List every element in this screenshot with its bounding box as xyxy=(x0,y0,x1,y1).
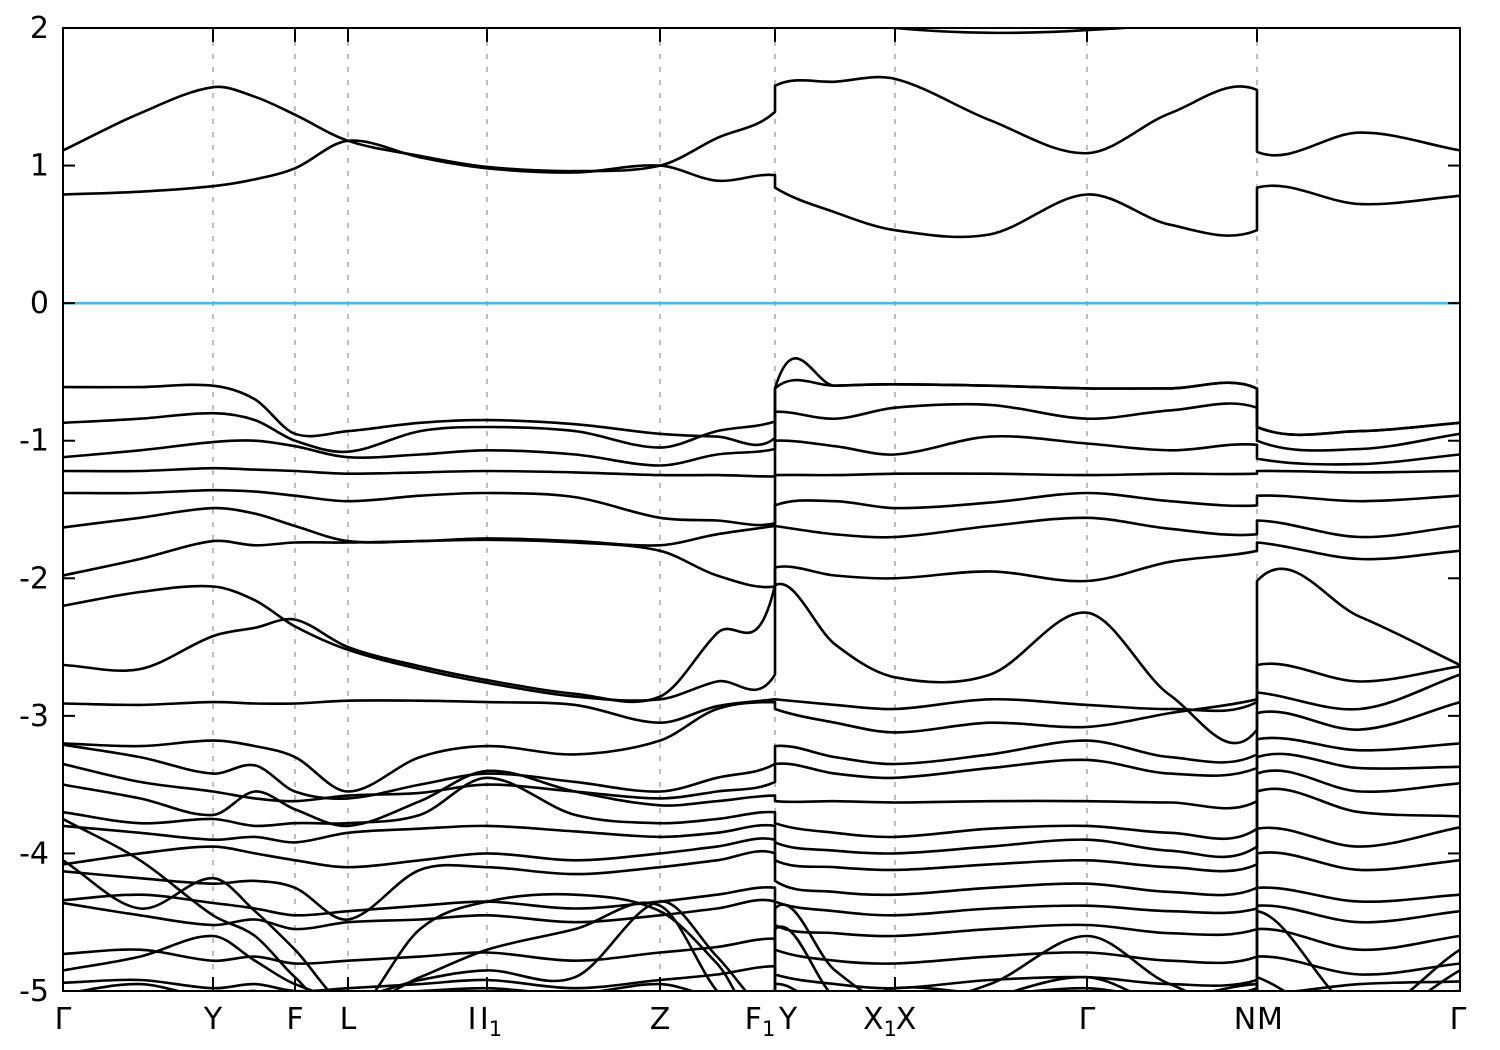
k-point-label: I xyxy=(468,1002,477,1037)
k-point-label: X xyxy=(896,1002,917,1037)
band-curve xyxy=(63,538,1460,589)
k-point-label: F xyxy=(286,1002,303,1037)
band-curve xyxy=(63,662,1460,725)
band-curve xyxy=(63,787,1460,859)
band-curve xyxy=(63,673,1460,793)
band-curve xyxy=(63,900,1460,991)
plot-border xyxy=(62,27,1461,992)
band-curve xyxy=(63,955,1460,991)
band-curve xyxy=(63,769,1460,841)
band-curve xyxy=(63,886,1460,917)
band-curve xyxy=(63,488,1460,527)
k-point-label: Y xyxy=(778,1002,798,1037)
k-point-label: Γ xyxy=(1450,1002,1467,1037)
y-tick-label: 0 xyxy=(30,286,49,321)
band-curve xyxy=(63,849,1460,921)
y-tick-label: 2 xyxy=(30,11,49,46)
k-point-label: Z xyxy=(650,1002,671,1037)
k-point-label: I1 xyxy=(480,1002,502,1041)
y-tick-label: -2 xyxy=(19,561,49,596)
k-point-label: Γ xyxy=(1079,1002,1096,1037)
band-curve xyxy=(63,826,1460,873)
y-tick-label: 1 xyxy=(30,149,49,184)
band-curve xyxy=(63,466,1460,478)
y-tick-label: -3 xyxy=(19,699,49,734)
k-point-label: N xyxy=(1234,1002,1256,1037)
k-point-label: X1 xyxy=(863,1002,897,1041)
band-curve xyxy=(63,402,1460,454)
band-curve xyxy=(63,506,1460,547)
band-curve xyxy=(63,736,1460,803)
band-curve xyxy=(63,700,1460,800)
y-tick-label: -1 xyxy=(19,424,49,459)
k-point-label: F1 xyxy=(745,1002,776,1041)
band-curve xyxy=(63,357,1460,704)
k-point-label: Γ xyxy=(55,1002,72,1037)
band-curve xyxy=(63,898,1460,938)
band-curve xyxy=(63,567,1460,745)
k-point-label: M xyxy=(1257,1002,1283,1037)
y-tick-label: -5 xyxy=(19,974,49,1009)
band-curve xyxy=(63,859,1460,991)
k-point-label: L xyxy=(340,1002,357,1037)
band-curve xyxy=(63,378,1460,447)
band-curve xyxy=(63,817,1460,991)
band-curve xyxy=(63,927,1460,965)
k-point-label: Y xyxy=(203,1002,223,1037)
band-curve xyxy=(63,139,1460,239)
band-curve xyxy=(63,434,1460,467)
band-curve xyxy=(63,75,1460,173)
y-tick-label: -4 xyxy=(19,836,49,871)
band-curve xyxy=(63,752,1460,828)
